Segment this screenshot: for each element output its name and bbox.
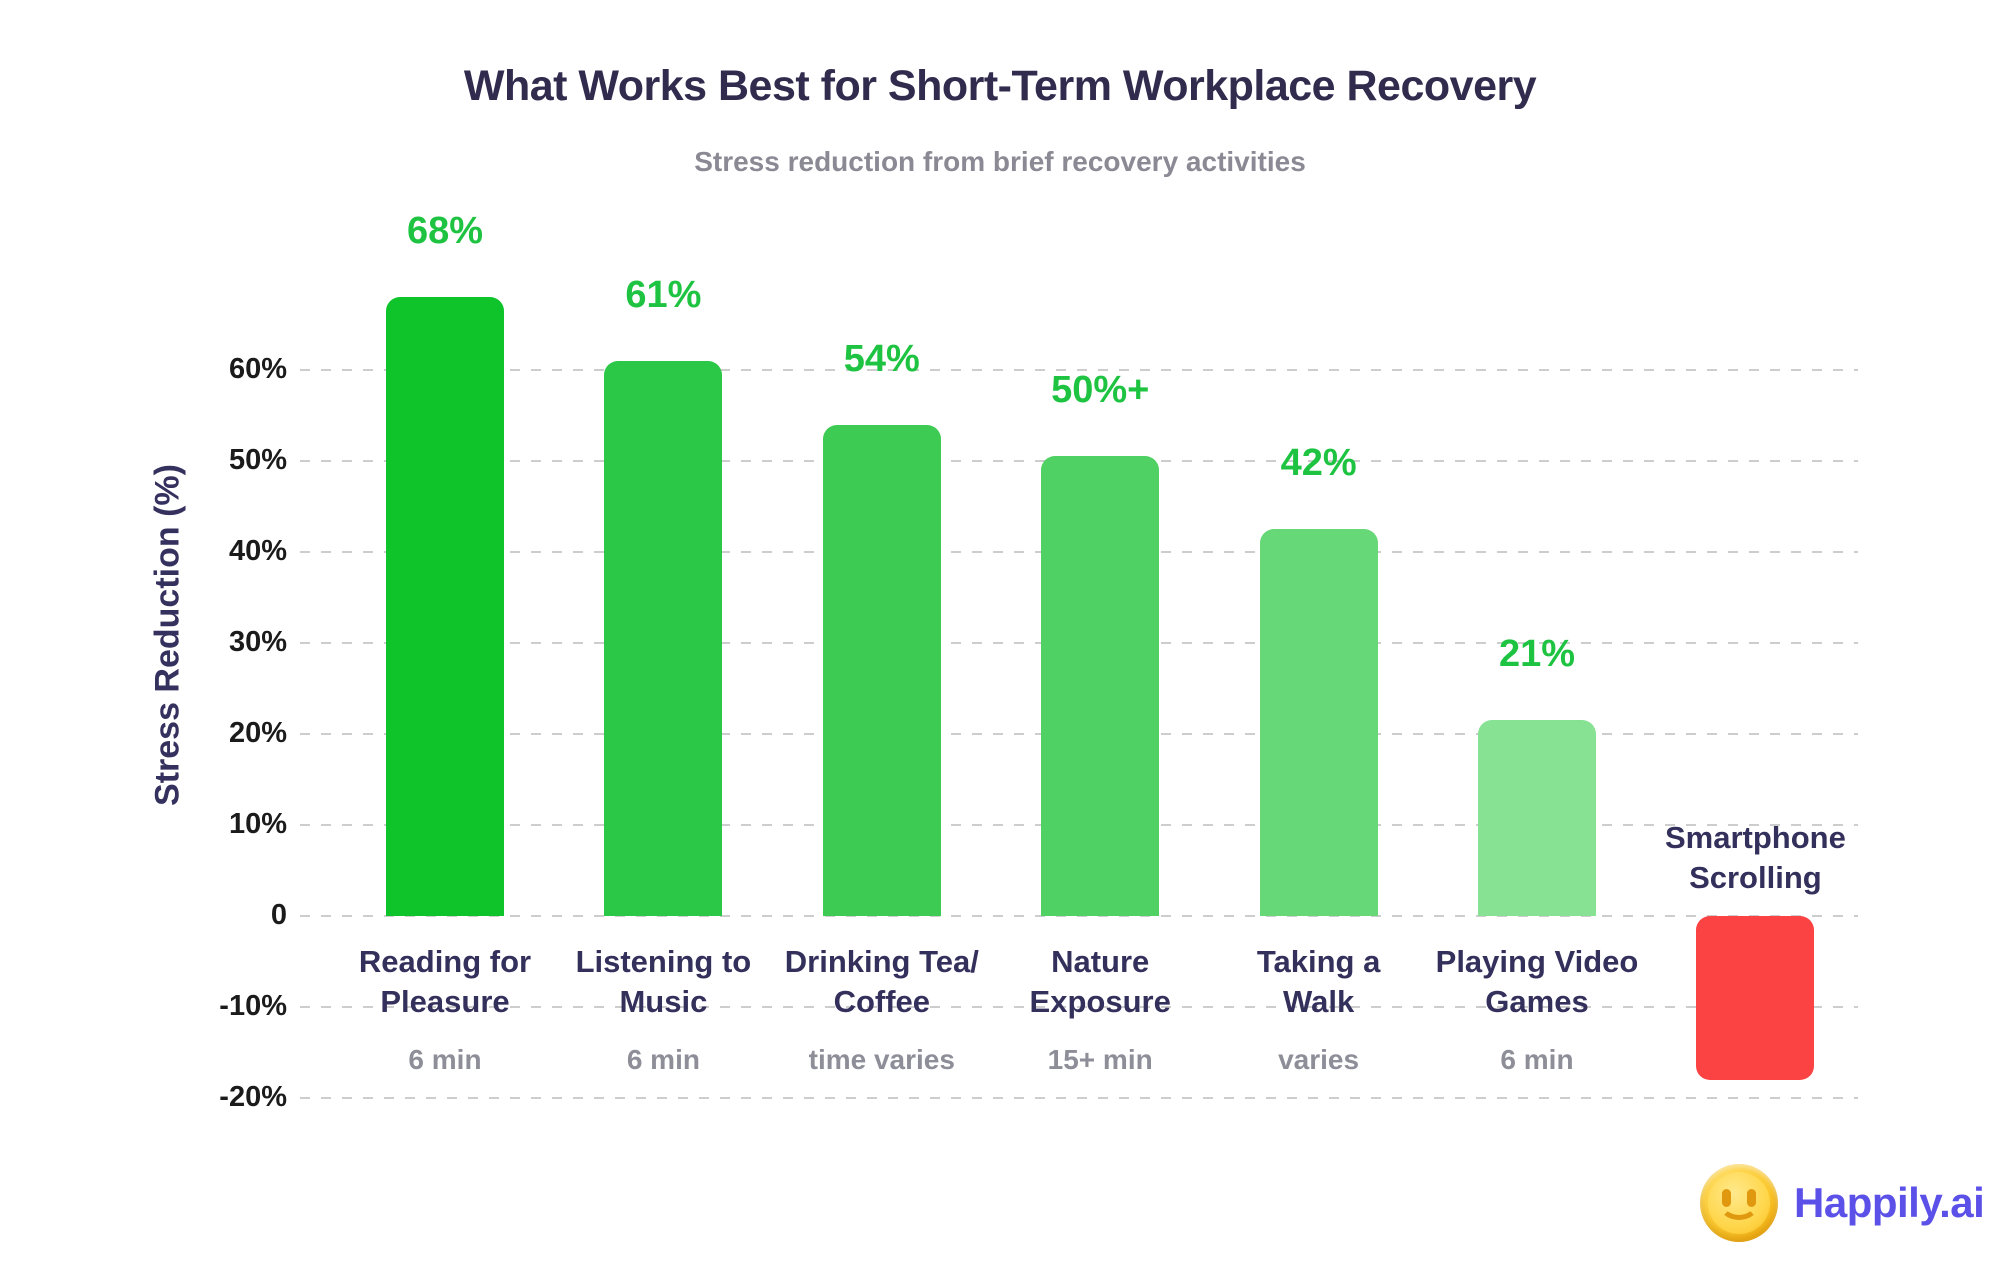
value-label-playing-video-games: 21% [1498,633,1576,676]
y-tick-label--10%: -10% [219,989,287,1022]
bar-taking-a-walk [1259,529,1378,916]
bar-nature-exposure [1041,456,1160,916]
value-label-listening-to-music: 61% [625,273,702,316]
gridline-60% [300,369,1858,371]
category-label-drinking-tea-coffee: Drinking Tea/Coffee [784,944,979,1019]
bar-smartphone-scrolling [1696,916,1815,1080]
bar-reading-for-pleasure [386,297,504,916]
y-tick-label-50%: 50% [228,443,287,476]
duration-label-nature-exposure: 15+ min [1047,1044,1153,1075]
value-label-reading-for-pleasure: 68% [406,210,484,253]
category-label-smartphone-scrolling: Smartphone Scrolling [1664,820,1846,895]
page-subtitle: Stress reduction from brief recovery act… [694,146,1306,177]
duration-label-taking-a-walk: varies [1278,1044,1360,1075]
y-tick-label-20%: 20% [228,716,287,749]
gridline--20% [300,1097,1858,1099]
y-tick-label-10%: 10% [228,807,287,840]
gridline--10% [300,1006,1858,1008]
category-label-listening-to-music: Listening to Music [575,944,752,1019]
value-label-nature-exposure: 50%+ [1051,369,1150,412]
value-label-taking-a-walk: 42% [1280,442,1357,485]
bar-listening-to-music [604,360,723,916]
y-tick-label-0: 0 [270,898,287,931]
bar-playing-video-games [1478,720,1596,916]
smiley-coin-icon [1700,1164,1778,1242]
y-tick-label--20%: -20% [219,1080,287,1113]
category-label-taking-a-walk: Taking a Walk [1256,944,1381,1019]
category-label-playing-video-games: Playing Video Games [1435,944,1639,1019]
page-title: What Works Best for Short-Term Workplace… [463,62,1537,110]
logo-text: Happily.ai [1794,1179,1985,1226]
duration-label-listening-to-music: 6 min [626,1044,700,1075]
category-label-nature-exposure: Nature Exposure [1029,944,1171,1019]
smiley-face [1708,1172,1770,1234]
brand-logo: Happily.ai [1700,1164,1985,1242]
bar-drinking-tea-coffee [822,424,941,916]
gridline-0 [300,915,1858,917]
value-label-drinking-tea-coffee: 54% [843,337,920,380]
duration-label-reading-for-pleasure: 6 min [408,1044,482,1075]
y-tick-label-30%: 30% [228,625,287,658]
y-tick-label-40%: 40% [228,534,287,567]
duration-label-drinking-tea-coffee: time varies [808,1044,955,1075]
smiley-mouth [1719,1188,1759,1220]
y-tick-label-60%: 60% [228,352,287,385]
duration-label-playing-video-games: 6 min [1500,1044,1574,1075]
category-label-reading-for-pleasure: Reading for Pleasure [358,944,532,1019]
